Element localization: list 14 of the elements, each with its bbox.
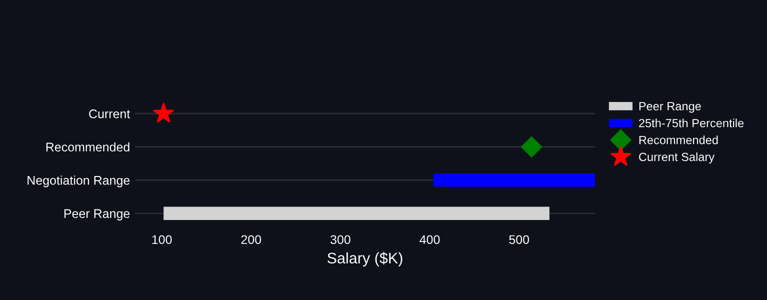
x-axis-title: Salary ($K): [327, 252, 402, 267]
y-tick-label: Peer Range: [64, 209, 130, 220]
legend-label: Peer Range: [639, 102, 701, 113]
legend-label: Recommended: [639, 136, 718, 144]
y-tick-label: Negotiation Range: [28, 176, 130, 188]
y-tick-label: Recommended: [46, 142, 130, 152]
legend-label: Current Salary: [639, 152, 715, 164]
x-tick-label: 100: [152, 235, 172, 244]
x-tick-label: 200: [241, 235, 262, 244]
legend-label: 25th-75th Percentile: [639, 118, 744, 128]
x-tick-label: 400: [420, 235, 440, 244]
x-tick-label: 500: [509, 235, 530, 244]
x-tick-label: 300: [330, 235, 350, 244]
y-tick-label: Current: [89, 109, 130, 118]
